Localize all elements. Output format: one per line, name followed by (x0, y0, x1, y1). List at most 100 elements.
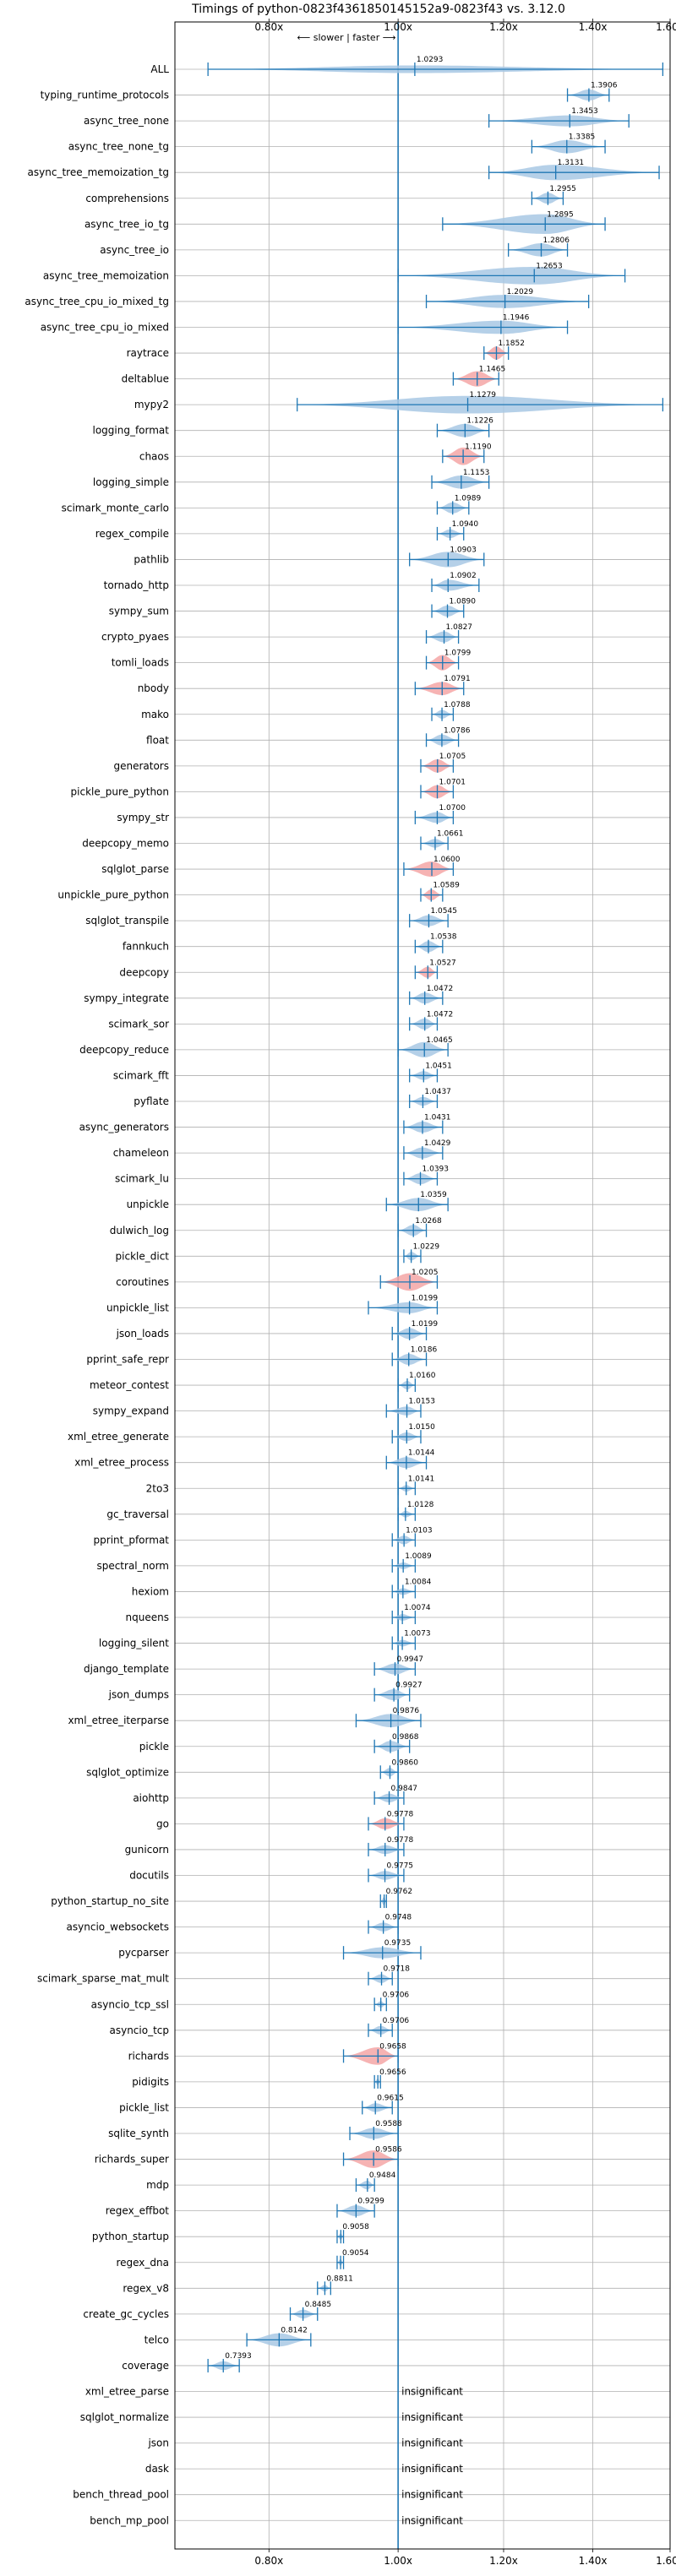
benchmark-row: docutils 0.9775 (129, 1862, 413, 1883)
benchmark-row: richards_super 0.9586 (95, 2146, 402, 2168)
benchmark-label: coverage (122, 2360, 169, 2372)
value-label: 0.9615 (377, 2094, 404, 2102)
benchmark-label: mypy2 (134, 399, 169, 410)
value-label: 0.9762 (386, 1888, 413, 1896)
benchmark-label: xml_etree_generate (68, 1431, 169, 1443)
insignificant-label: insignificant (401, 2386, 463, 2398)
benchmark-label: pickle_pure_python (71, 785, 169, 797)
value-label: 1.0084 (405, 1578, 432, 1586)
benchmark-row: unpickle 1.0359 (127, 1191, 449, 1212)
benchmark-row: logging_simple 1.1153 (93, 469, 489, 489)
benchmark-row: json_dumps 0.9927 (108, 1682, 422, 1702)
benchmark-row: xml_etree_iterparse 0.9876 (68, 1707, 422, 1728)
benchmark-label: xml_etree_process (74, 1457, 169, 1469)
benchmark-label: logging_format (92, 425, 169, 437)
benchmark-label: asyncio_tcp_ssl (91, 1998, 169, 2010)
value-label: 0.9054 (342, 2249, 369, 2258)
benchmark-label: aiohttp (133, 1792, 169, 1804)
benchmark-row: pickle_dict 1.0229 (116, 1242, 439, 1264)
benchmark-label: scimark_sor (108, 1018, 169, 1030)
benchmark-row: mypy2 1.1279 (134, 391, 664, 414)
benchmark-label: deltablue (122, 373, 169, 385)
value-label: 1.0073 (404, 1630, 431, 1639)
benchmark-row: meteor_contest 1.0160 (90, 1372, 436, 1393)
value-label: 1.0205 (412, 1269, 439, 1277)
benchmark-row: bench_mp_pool insignificant (90, 2514, 463, 2526)
benchmark-row: nqueens 1.0074 (126, 1604, 431, 1624)
benchmark-row: json insignificant (147, 2437, 463, 2449)
benchmark-row: xml_etree_parse insignificant (85, 2386, 464, 2398)
benchmark-label: pprint_safe_repr (86, 1354, 169, 1366)
benchmark-label: hexiom (132, 1585, 169, 1597)
benchmark-label: json_loads (116, 1328, 169, 1340)
benchmark-label: sqlite_synth (108, 2128, 169, 2139)
benchmark-label: create_gc_cycles (83, 2308, 169, 2320)
value-label: 1.0527 (429, 959, 456, 967)
benchmark-row: pathlib 1.0903 (134, 546, 485, 568)
benchmark-row: bench_thread_pool insignificant (73, 2489, 463, 2501)
value-label: 1.0186 (411, 1346, 438, 1355)
value-label: 1.0989 (455, 494, 482, 503)
benchmark-label: pyflate (134, 1095, 169, 1107)
benchmark-row: deepcopy_memo 1.0661 (82, 830, 463, 851)
benchmark-row: pickle_list 0.9615 (119, 2094, 404, 2115)
benchmark-label: scimark_fft (113, 1069, 169, 1081)
value-label: 1.2955 (549, 185, 576, 193)
benchmark-label: mdp (146, 2179, 169, 2191)
benchmark-label: pickle_list (119, 2101, 169, 2113)
benchmark-row: json_loads 1.0199 (116, 1320, 439, 1340)
benchmark-label: regex_effbot (106, 2205, 170, 2217)
value-label: 1.0940 (452, 520, 479, 529)
value-label: 1.1465 (479, 366, 506, 374)
benchmark-row: logging_silent 1.0073 (99, 1630, 431, 1650)
benchmark-label: async_tree_none (84, 115, 169, 127)
value-label: 1.3453 (571, 107, 598, 116)
benchmark-label: async_tree_none_tg (68, 141, 169, 153)
benchmark-label: coroutines (116, 1276, 169, 1288)
value-label: 1.1153 (463, 469, 490, 477)
benchmark-row: async_tree_io_tg 1.2895 (84, 210, 606, 234)
benchmark-row: scimark_sor 1.0472 (108, 1010, 453, 1031)
benchmark-label: logging_simple (93, 476, 169, 488)
insignificant-label: insignificant (401, 2411, 463, 2423)
value-label: 0.9778 (387, 1836, 414, 1845)
benchmark-label: sqlglot_parse (101, 863, 169, 875)
benchmark-label: richards_super (95, 2154, 169, 2166)
benchmark-row: crypto_pyaes 1.0827 (101, 623, 472, 644)
benchmark-label: python_startup (92, 2231, 169, 2242)
benchmark-row: scimark_monte_carlo 1.0989 (62, 494, 482, 515)
axis-layer: 0.80x 0.80x 1.00x 1.00x 1.20x 1.20x 1.40x 1.40x… (174, 19, 676, 2567)
value-label: 1.0429 (424, 1139, 451, 1148)
value-label: 0.9706 (383, 1991, 410, 1999)
benchmark-label: django_template (84, 1663, 169, 1675)
benchmark-label: gc_traversal (106, 1508, 169, 1520)
benchmark-label: async_generators (79, 1122, 169, 1133)
benchmark-row: float 1.0786 (146, 726, 471, 747)
benchmark-row: comprehensions 1.2955 (85, 185, 576, 205)
benchmark-label: unpickle_list (106, 1302, 169, 1313)
value-label: 1.0393 (422, 1166, 450, 1174)
value-label: 0.9876 (393, 1707, 420, 1715)
benchmark-row: scimark_lu 1.0393 (115, 1166, 449, 1186)
benchmark-label: fannkuch (123, 941, 169, 953)
value-label: 1.0199 (412, 1320, 439, 1329)
value-label: 0.9735 (384, 1939, 412, 1948)
benchmark-label: xml_etree_parse (85, 2386, 169, 2398)
insignificant-label: insignificant (401, 2437, 463, 2449)
benchmark-row: sqlglot_transpile 1.0545 (85, 907, 457, 928)
benchmark-label: mako (141, 709, 169, 720)
x-tick-label-bottom: 1.00x (384, 2555, 412, 2567)
benchmark-label: pickle_dict (116, 1250, 170, 1262)
benchmark-row: generators 1.0705 (113, 753, 466, 773)
value-label: 1.0705 (439, 753, 466, 761)
benchmark-label: pidigits (132, 2076, 169, 2088)
value-label: 1.0903 (450, 546, 477, 554)
value-label: 1.0268 (415, 1217, 442, 1226)
benchmark-label: json_dumps (108, 1689, 169, 1701)
insignificant-label: insignificant (401, 2489, 463, 2501)
value-label: 1.1226 (466, 417, 493, 426)
benchmark-row: deepcopy 1.0527 (119, 959, 456, 980)
benchmark-label: logging_silent (99, 1638, 169, 1649)
value-label: 1.0700 (439, 804, 466, 812)
benchmark-row: regex_dna 0.9054 (116, 2249, 369, 2269)
